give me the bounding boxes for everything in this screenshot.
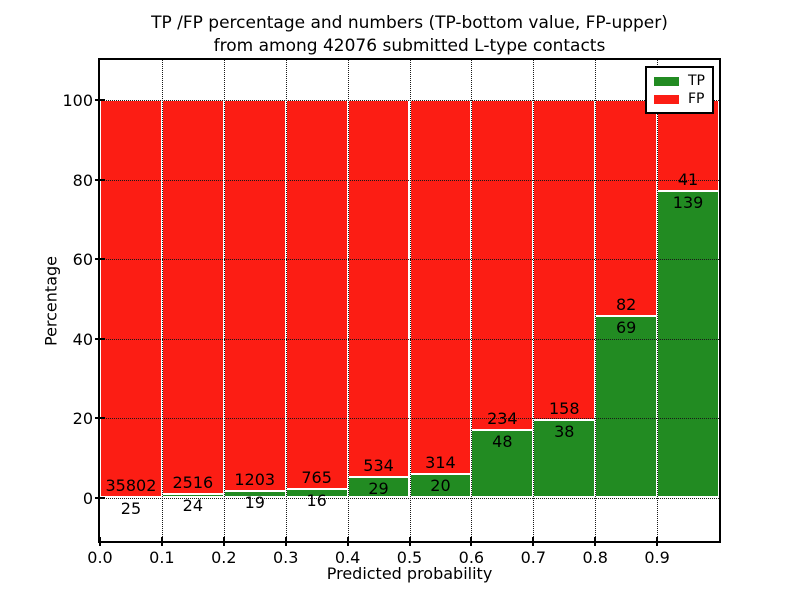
y-tick-label: 20	[72, 409, 93, 428]
legend-label-fp: FP	[688, 91, 705, 107]
x-tick-mark	[346, 537, 349, 546]
bar-segment-tp	[595, 315, 658, 498]
fp-count-label: 1203	[234, 470, 276, 490]
gridline-vertical	[347, 60, 349, 541]
bar-segment-fp	[533, 100, 596, 421]
legend-item-fp: FP	[654, 90, 705, 108]
x-tick-label: 0.9	[644, 548, 670, 567]
x-tick-mark	[160, 537, 163, 546]
bar-segment-fp	[471, 100, 534, 430]
chart-title-line1: TP /FP percentage and numbers (TP-bottom…	[151, 13, 668, 33]
x-tick-label: 0.5	[396, 548, 423, 567]
tp-color-swatch	[654, 76, 679, 86]
y-tick-mark	[95, 337, 105, 340]
gridline-vertical	[657, 60, 659, 541]
x-tick-mark	[656, 537, 659, 546]
y-tick-mark	[95, 258, 105, 260]
bar-segment-fp	[100, 100, 162, 498]
y-tick-label: 0	[82, 488, 93, 508]
gridline-vertical	[161, 60, 163, 541]
chart-title-line2: from among 42076 submitted L-type contac…	[213, 36, 606, 56]
tp-count-label: 139	[672, 192, 704, 212]
y-tick-label: 40	[72, 329, 93, 349]
legend-label-tp: TP	[688, 73, 705, 89]
bar-segment-fp	[595, 100, 658, 316]
tp-count-label: 16	[306, 491, 327, 511]
y-tick-mark	[95, 178, 105, 181]
x-tick-label: 0.4	[334, 548, 361, 567]
gridline-vertical	[595, 60, 597, 541]
gridline-vertical	[409, 60, 411, 541]
gridline-vertical	[223, 60, 225, 541]
fp-count-label: 158	[548, 399, 580, 419]
x-tick-label: 0.8	[582, 548, 608, 567]
fp-count-label: 35802	[105, 476, 157, 496]
tp-count-label: 19	[244, 493, 265, 513]
y-tick-label: 80	[72, 170, 93, 190]
x-tick-label: 0.3	[272, 548, 299, 567]
bar-segment-tp	[533, 420, 596, 498]
bar-segment-fp	[223, 100, 286, 492]
fp-count-label: 2516	[172, 472, 214, 492]
tp-count-label: 69	[615, 317, 637, 337]
x-tick-mark	[532, 537, 535, 546]
x-tick-mark	[470, 537, 473, 546]
tp-count-label: 25	[120, 499, 142, 519]
x-tick-mark	[408, 537, 411, 546]
x-tick-label: 0.7	[520, 548, 547, 567]
bar-segment-tp	[471, 429, 534, 498]
y-tick-label: 100	[62, 91, 93, 110]
x-tick-label: 0.2	[211, 548, 237, 567]
tp-count-label: 24	[182, 495, 204, 515]
plot-area: TP FP 35802 25 2516 24 1203 19 765 16 534 29 314 20…	[98, 58, 721, 543]
x-tick-label: 0.1	[149, 548, 175, 567]
bar-segment-tp	[657, 190, 719, 498]
y-tick-mark	[95, 417, 105, 419]
gridline-vertical	[533, 60, 535, 541]
bar-segment-fp	[161, 100, 224, 494]
gridline-vertical	[471, 60, 473, 541]
x-tick-mark	[222, 537, 225, 546]
y-tick-mark	[95, 496, 105, 499]
legend-item-tp: TP	[654, 72, 705, 90]
bar-segment-fp	[285, 100, 348, 490]
fp-count-label: 765	[301, 468, 332, 488]
x-tick-mark	[594, 537, 597, 546]
chart-title: TP /FP percentage and numbers (TP-bottom…	[100, 12, 719, 58]
gridline-vertical	[285, 60, 287, 541]
legend: TP FP	[645, 66, 714, 114]
tp-count-label: 29	[368, 479, 389, 499]
x-tick-mark	[99, 537, 101, 546]
tp-count-label: 48	[492, 431, 513, 451]
x-axis-label: Predicted probability	[326, 564, 493, 583]
y-tick-label: 60	[72, 250, 93, 269]
bar-segment-fp	[409, 100, 472, 474]
fp-count-label: 314	[425, 452, 456, 472]
bar-segment-fp	[347, 100, 410, 478]
x-tick-label: 0.6	[458, 548, 485, 567]
y-tick-mark	[95, 99, 105, 101]
x-tick-mark	[284, 537, 287, 546]
fp-color-swatch	[654, 94, 679, 104]
fp-count-label: 234	[487, 408, 518, 428]
fp-count-label: 41	[677, 169, 699, 189]
tp-count-label: 38	[554, 422, 575, 442]
fp-count-label: 534	[363, 456, 394, 476]
fp-count-label: 82	[615, 294, 637, 314]
tp-count-label: 20	[430, 475, 451, 495]
x-tick-label: 0.0	[87, 548, 113, 567]
